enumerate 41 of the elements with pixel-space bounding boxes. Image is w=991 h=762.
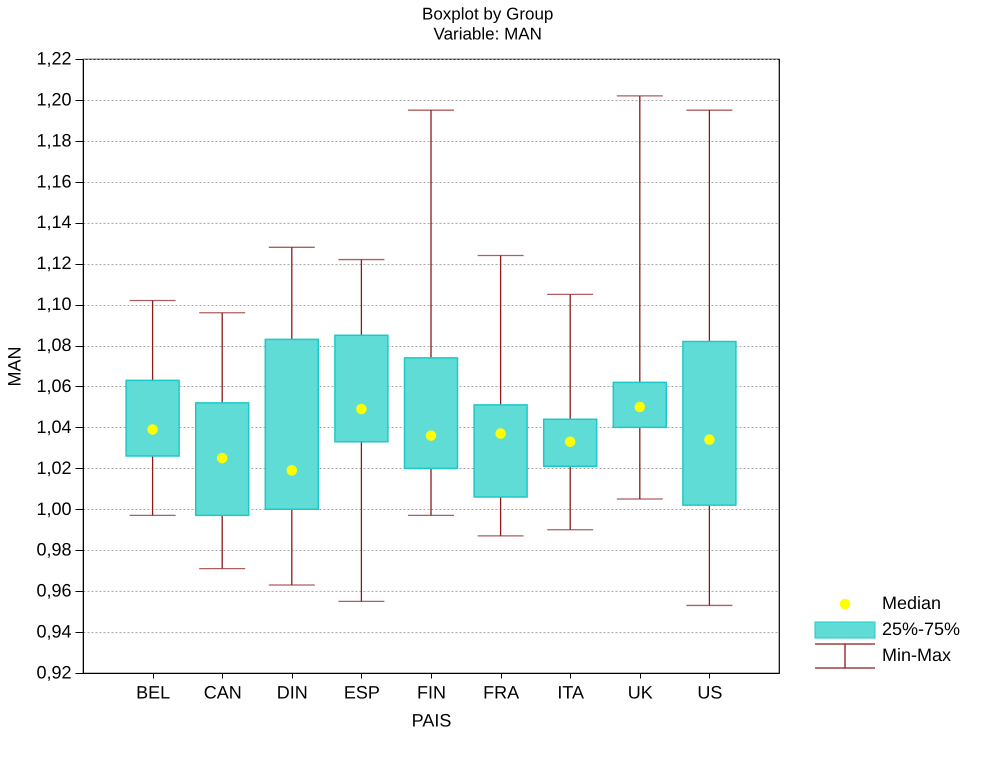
point xyxy=(356,404,367,414)
x-tick-label: CAN xyxy=(204,682,242,702)
y-tick-label: 1,10 xyxy=(36,294,72,314)
legend-label: 25%-75% xyxy=(882,619,960,639)
point xyxy=(564,436,576,447)
x-axis-title: PAIS xyxy=(412,710,452,730)
y-tick-label: 1,12 xyxy=(36,253,72,274)
y-tick-label: 1,06 xyxy=(36,376,72,396)
y-tick-label: 0,98 xyxy=(36,540,72,560)
x-tick-label: US xyxy=(697,682,722,702)
y-tick-label: 1,22 xyxy=(36,48,72,68)
x-tick-label: ESP xyxy=(344,682,380,702)
y-tick-label: 1,18 xyxy=(36,130,72,150)
y-tick-label: 1,16 xyxy=(36,171,72,192)
y-tick-label: 1,02 xyxy=(36,458,72,478)
point xyxy=(216,452,228,464)
y-axis-title: MAN xyxy=(4,346,24,386)
point xyxy=(147,424,158,435)
y-tick-label: 0,96 xyxy=(36,580,72,601)
y-tick-label: 1,00 xyxy=(36,498,72,519)
point xyxy=(634,402,646,412)
point xyxy=(426,430,436,441)
x-tick-label: ITA xyxy=(557,682,584,702)
y-tick-label: 1,20 xyxy=(36,89,72,110)
y-tick-label: 1,04 xyxy=(36,416,72,437)
x-tick-label: BEL xyxy=(136,682,170,702)
y-tick-label: 1,14 xyxy=(36,212,72,232)
y-tick-label: 1,08 xyxy=(36,335,72,356)
y-tick-label: 0,92 xyxy=(36,662,72,682)
text: Min-Max xyxy=(882,645,952,665)
point xyxy=(495,428,506,439)
chart-title: Boxplot by Group xyxy=(422,4,554,24)
x-tick-label: FIN xyxy=(417,682,446,702)
y-tick-label: 0,94 xyxy=(36,622,72,642)
x-tick-label: UK xyxy=(628,682,653,702)
point xyxy=(286,465,298,476)
x-tick-label: FRA xyxy=(483,682,520,702)
legend-label: Median xyxy=(882,593,942,613)
point xyxy=(704,434,715,445)
x-tick-label: DIN xyxy=(276,682,308,702)
chart-subtitle: Variable: MAN xyxy=(434,24,542,44)
